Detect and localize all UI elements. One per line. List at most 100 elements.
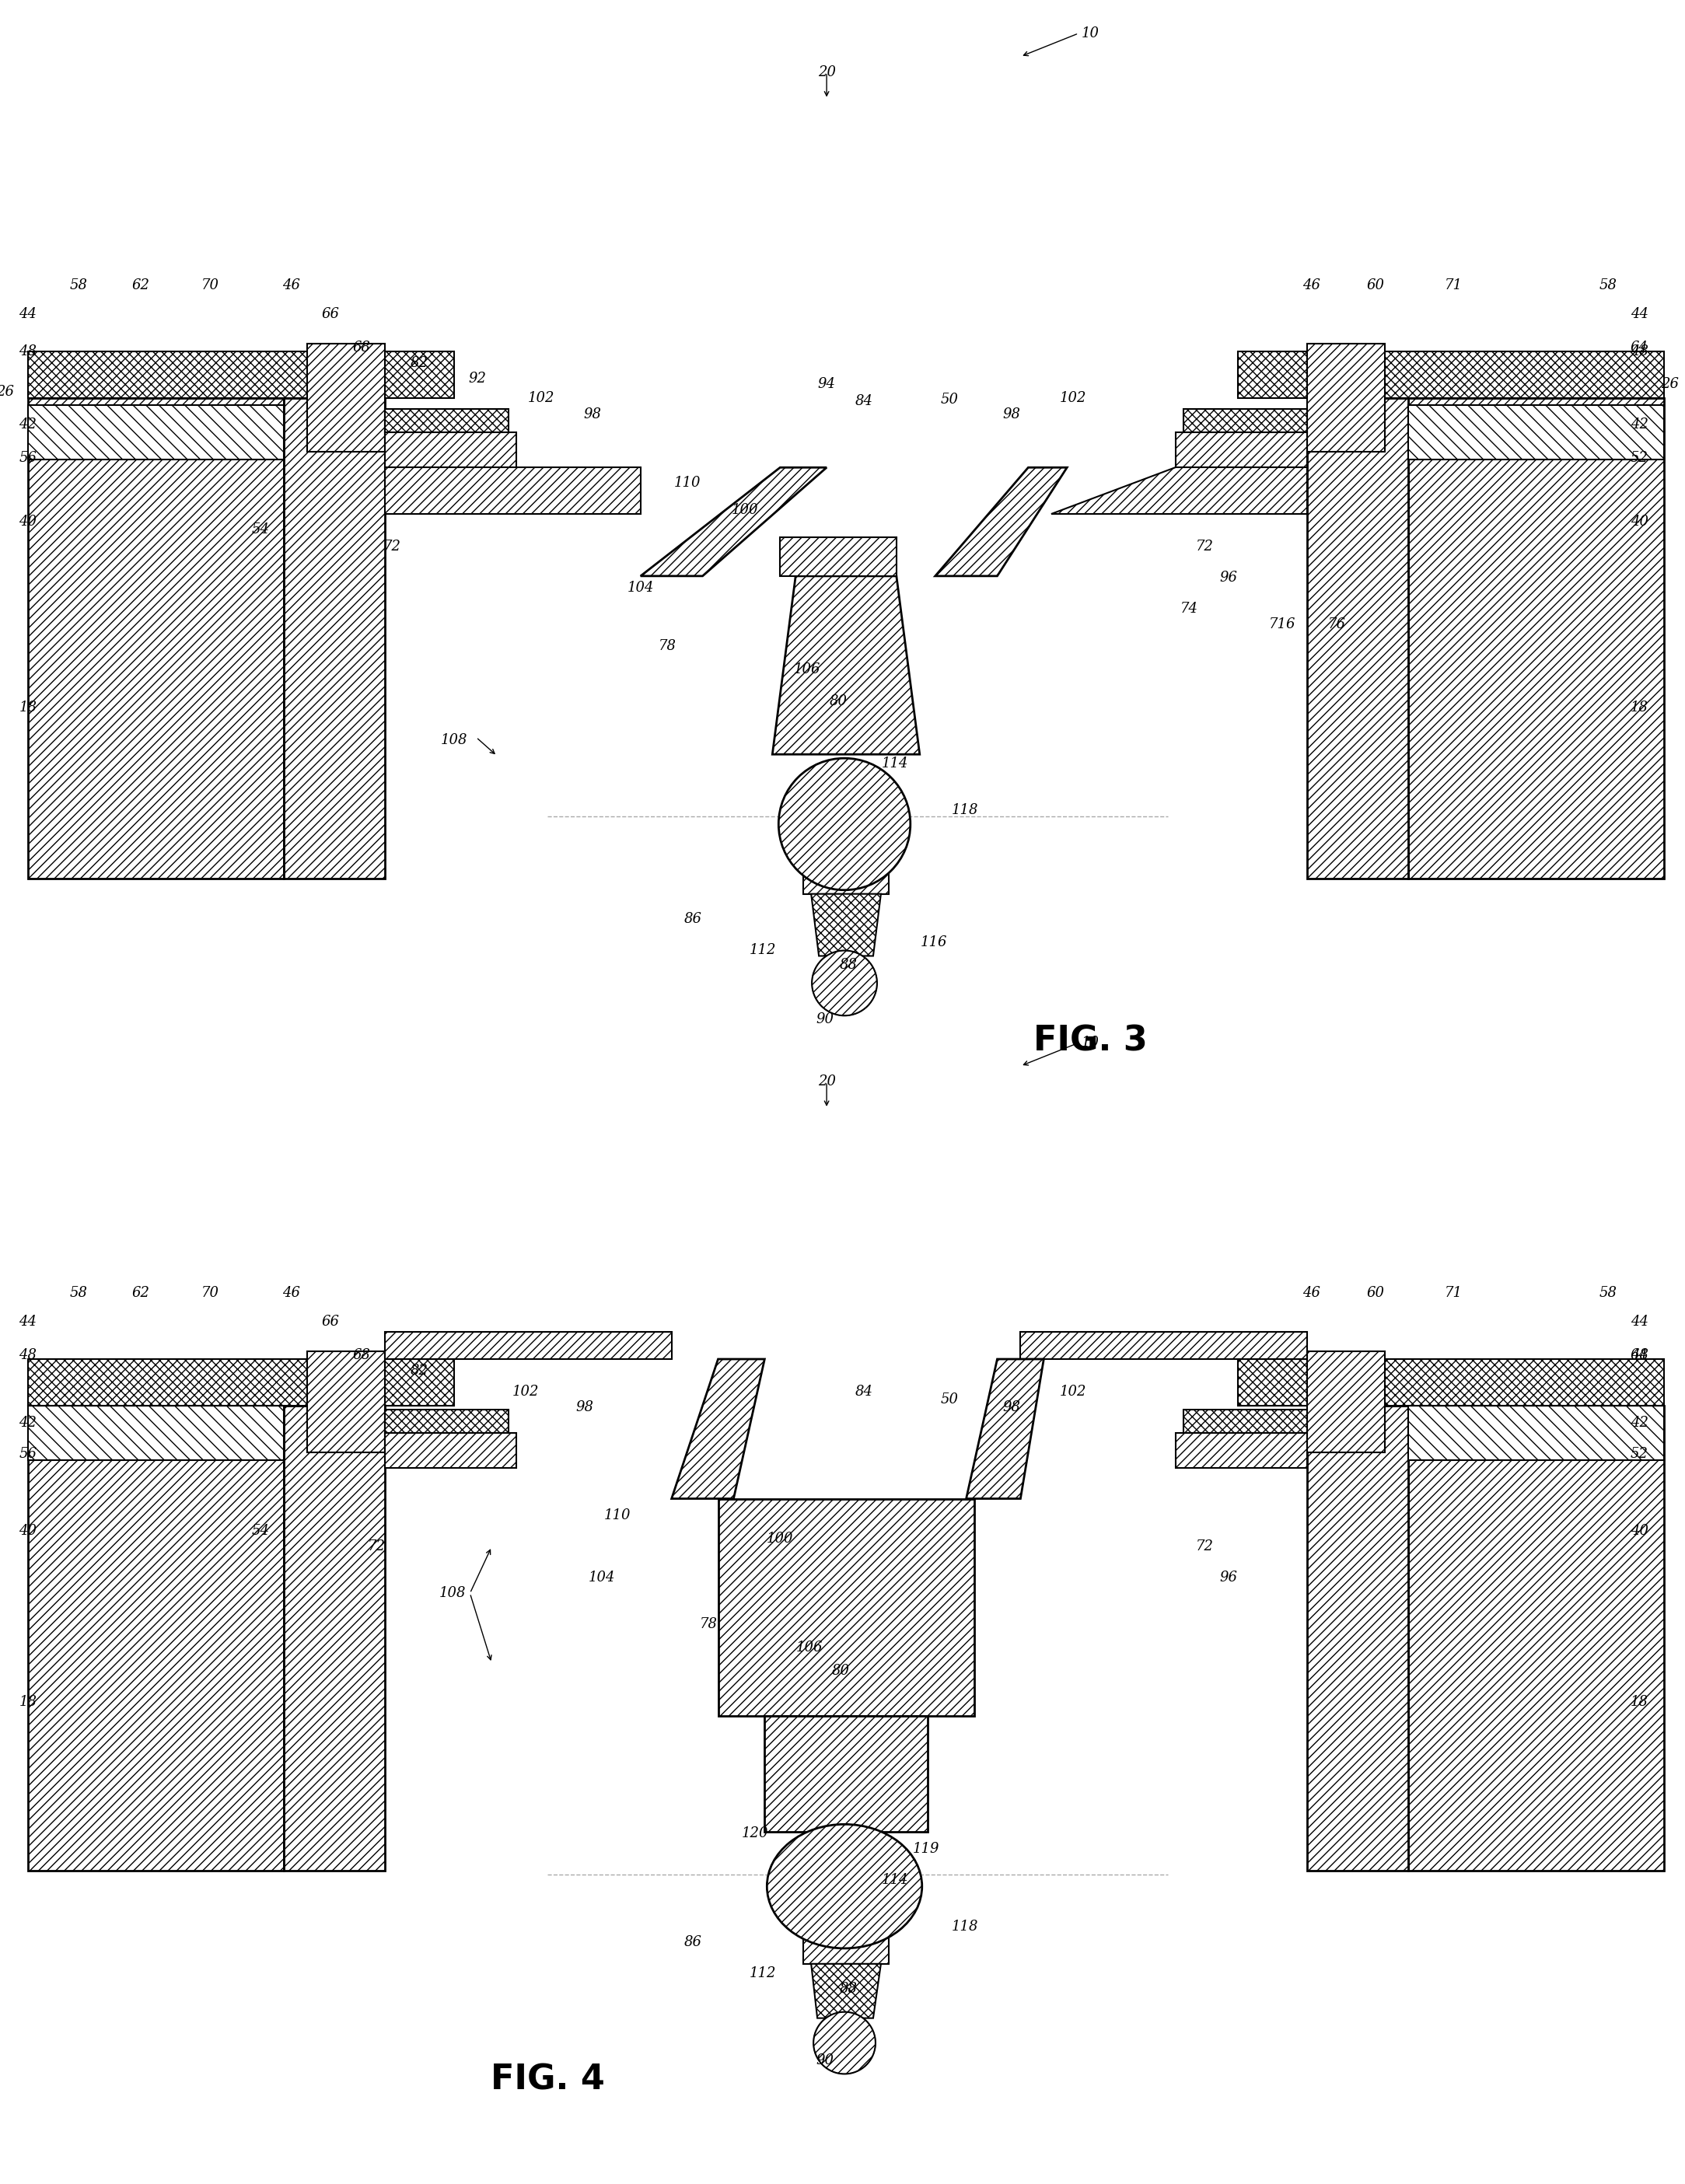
Polygon shape xyxy=(1021,1332,1308,1358)
Text: 114: 114 xyxy=(881,756,908,771)
Text: 86: 86 xyxy=(684,1935,703,1948)
Text: 58: 58 xyxy=(1599,1286,1618,1299)
Polygon shape xyxy=(772,577,920,753)
Text: 46: 46 xyxy=(283,1286,300,1299)
Polygon shape xyxy=(29,1406,283,1459)
Circle shape xyxy=(812,950,878,1016)
Text: 112: 112 xyxy=(750,1966,777,1981)
Text: 50: 50 xyxy=(940,393,959,406)
Text: 40: 40 xyxy=(1631,515,1648,529)
Polygon shape xyxy=(29,1358,384,1406)
Polygon shape xyxy=(1308,1358,1665,1406)
Text: 52: 52 xyxy=(1631,452,1648,465)
Text: 100: 100 xyxy=(731,502,758,518)
Text: 60: 60 xyxy=(1367,1286,1385,1299)
Text: 76: 76 xyxy=(1328,618,1346,631)
Text: 88: 88 xyxy=(839,959,858,972)
Polygon shape xyxy=(672,1358,765,1498)
Text: 10: 10 xyxy=(1082,26,1099,39)
Text: 118: 118 xyxy=(952,804,977,817)
Text: 40: 40 xyxy=(19,515,37,529)
Text: 18: 18 xyxy=(1631,701,1648,714)
Polygon shape xyxy=(384,1409,509,1433)
Text: 54: 54 xyxy=(251,522,270,537)
Text: 42: 42 xyxy=(19,1415,37,1431)
Polygon shape xyxy=(810,893,881,957)
Polygon shape xyxy=(1237,1358,1308,1406)
Polygon shape xyxy=(1409,1406,1665,1459)
Text: 56: 56 xyxy=(19,1446,37,1461)
Polygon shape xyxy=(765,1717,927,1832)
Circle shape xyxy=(814,2011,876,2075)
Polygon shape xyxy=(780,537,896,577)
Text: 88: 88 xyxy=(839,1981,858,1996)
Text: 98: 98 xyxy=(1003,408,1019,422)
Polygon shape xyxy=(307,1352,384,1452)
Polygon shape xyxy=(384,1433,517,1468)
Text: 90: 90 xyxy=(816,2053,834,2068)
Polygon shape xyxy=(307,343,384,452)
Text: 42: 42 xyxy=(1631,417,1648,432)
Text: 112: 112 xyxy=(750,943,777,957)
Polygon shape xyxy=(1409,397,1665,878)
Polygon shape xyxy=(384,352,455,397)
Text: 118: 118 xyxy=(952,1920,977,1933)
Text: 72: 72 xyxy=(367,1540,386,1553)
Text: 42: 42 xyxy=(1631,1415,1648,1431)
Text: 92: 92 xyxy=(468,371,487,384)
Text: 80: 80 xyxy=(829,695,848,708)
Polygon shape xyxy=(804,1924,888,1963)
Text: 86: 86 xyxy=(684,911,703,926)
Text: 96: 96 xyxy=(1220,570,1237,585)
Text: 104: 104 xyxy=(588,1570,615,1586)
Polygon shape xyxy=(640,467,827,577)
Text: 82: 82 xyxy=(411,1363,428,1378)
Text: 74: 74 xyxy=(1181,601,1198,616)
Polygon shape xyxy=(1409,1406,1665,1872)
Text: 68: 68 xyxy=(352,1348,371,1363)
Text: 44: 44 xyxy=(1631,1315,1648,1328)
Text: 106: 106 xyxy=(797,1640,822,1655)
Text: 50: 50 xyxy=(940,1393,959,1406)
Text: 96: 96 xyxy=(1220,1570,1237,1586)
Text: 60: 60 xyxy=(1367,277,1385,293)
Text: 64: 64 xyxy=(1631,341,1648,354)
Text: 98: 98 xyxy=(1003,1400,1019,1415)
Text: 48: 48 xyxy=(1631,345,1648,358)
Text: 71: 71 xyxy=(1444,277,1463,293)
Text: 46: 46 xyxy=(1303,277,1321,293)
Text: 46: 46 xyxy=(283,277,300,293)
Polygon shape xyxy=(384,432,517,467)
Text: 80: 80 xyxy=(832,1664,849,1677)
Text: 58: 58 xyxy=(69,277,88,293)
Text: 18: 18 xyxy=(1631,1695,1648,1708)
Polygon shape xyxy=(384,467,640,513)
Text: 84: 84 xyxy=(854,395,873,408)
Text: 102: 102 xyxy=(512,1385,539,1398)
Polygon shape xyxy=(1308,397,1409,878)
Text: 26: 26 xyxy=(0,384,13,397)
Text: 18: 18 xyxy=(19,1695,37,1708)
Polygon shape xyxy=(1308,352,1665,397)
Text: 66: 66 xyxy=(322,1315,339,1328)
Text: 40: 40 xyxy=(19,1524,37,1538)
Polygon shape xyxy=(29,1406,283,1872)
Text: 20: 20 xyxy=(817,1075,836,1088)
Text: 82: 82 xyxy=(411,356,428,369)
Text: 54: 54 xyxy=(251,1524,270,1538)
Text: 78: 78 xyxy=(659,638,677,653)
Polygon shape xyxy=(384,1358,455,1406)
Text: 44: 44 xyxy=(1631,308,1648,321)
Text: 116: 116 xyxy=(920,935,947,950)
Polygon shape xyxy=(29,406,283,459)
Text: 68: 68 xyxy=(352,341,371,354)
Polygon shape xyxy=(1183,408,1308,432)
Polygon shape xyxy=(718,1498,974,1717)
Text: 71: 71 xyxy=(1444,1286,1463,1299)
Polygon shape xyxy=(810,1963,881,2018)
Text: 18: 18 xyxy=(19,701,37,714)
Polygon shape xyxy=(1308,1352,1385,1452)
Text: 42: 42 xyxy=(19,417,37,432)
Text: 119: 119 xyxy=(913,1841,939,1856)
Polygon shape xyxy=(1183,1409,1308,1433)
